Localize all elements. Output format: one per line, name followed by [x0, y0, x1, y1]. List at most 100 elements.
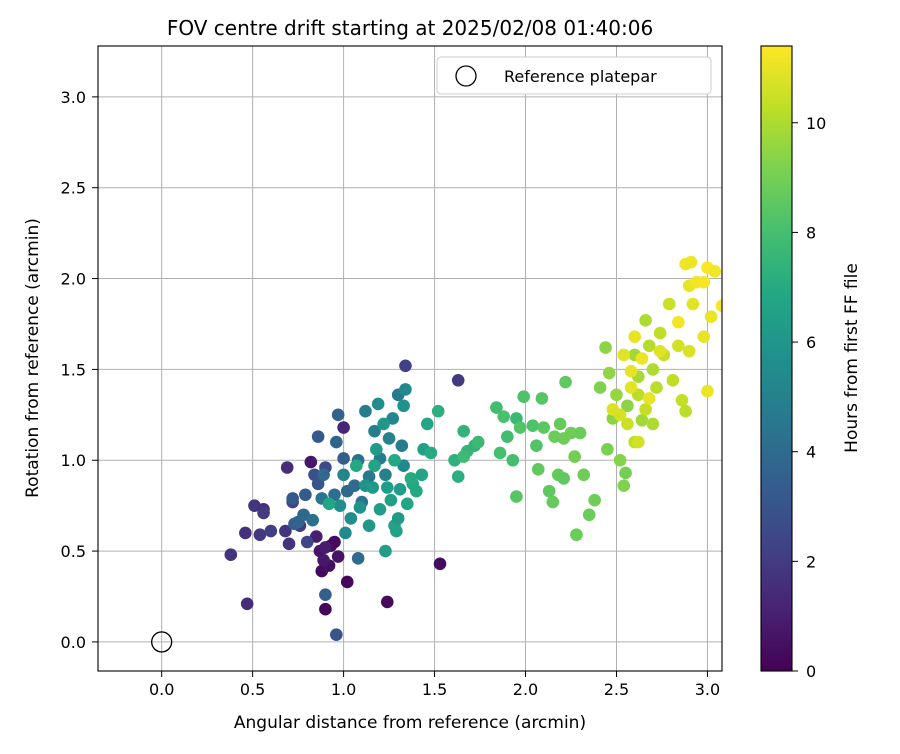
data-point [420, 417, 434, 431]
data-point [646, 363, 660, 376]
data-point [471, 435, 485, 449]
x-axis-label: Angular distance from reference (arcmin) [234, 713, 586, 733]
data-point [379, 468, 392, 482]
colorbar-label: Hours from first FF file [842, 263, 862, 453]
plot-background [98, 46, 722, 671]
data-point [672, 315, 685, 329]
data-point [304, 455, 318, 469]
y-tick-label: 0.5 [61, 542, 86, 561]
data-point [577, 468, 591, 482]
data-point [646, 417, 660, 431]
data-point [546, 495, 560, 509]
data-point [282, 537, 296, 551]
data-point [593, 381, 607, 394]
data-point [632, 435, 645, 449]
y-tick-label: 0.0 [61, 633, 86, 652]
data-point [679, 404, 692, 418]
data-point [433, 557, 447, 571]
colorbar-gradient [761, 46, 792, 671]
data-point [530, 439, 543, 453]
data-point [240, 597, 254, 611]
data-point [330, 628, 343, 641]
data-point [675, 393, 689, 407]
data-point [337, 421, 350, 434]
data-point [415, 468, 429, 482]
data-point [501, 430, 514, 443]
data-point [424, 446, 438, 460]
data-point [353, 501, 367, 514]
data-point [306, 513, 319, 527]
data-point [624, 364, 638, 378]
data-point [366, 481, 380, 494]
data-point [701, 384, 714, 398]
data-point [331, 550, 345, 563]
data-point [350, 459, 363, 472]
x-tick-label: 0.5 [240, 680, 265, 699]
data-point [239, 526, 252, 540]
data-point [397, 399, 410, 413]
data-point [330, 435, 343, 449]
data-point [337, 468, 350, 482]
data-point [564, 426, 578, 440]
legend-marker-icon [455, 65, 477, 87]
data-point [264, 524, 278, 538]
plot-area [97, 45, 723, 672]
data-point [317, 553, 330, 567]
colorbar-tick-label: 10 [806, 114, 826, 133]
data-point [322, 497, 336, 511]
data-point [386, 412, 400, 425]
data-point [339, 526, 352, 540]
y-tick-label: 1.5 [61, 360, 86, 379]
data-point [333, 499, 347, 512]
data-point [399, 383, 412, 396]
data-point [553, 417, 567, 431]
legend: Reference platepar [436, 56, 712, 95]
colorbar-tick-label: 0 [806, 662, 816, 681]
data-point [371, 397, 385, 411]
x-tick-label: 3.0 [695, 680, 720, 699]
data-point [642, 339, 656, 353]
data-point [404, 472, 418, 485]
y-tick-label: 3.0 [61, 88, 86, 107]
data-point [368, 459, 381, 472]
data-point [682, 344, 696, 358]
data-point [610, 388, 623, 402]
data-point [351, 552, 365, 565]
data-point [337, 452, 350, 465]
data-point [570, 528, 583, 542]
y-axis-label: Rotation from reference (arcmin) [23, 218, 43, 498]
data-point [621, 417, 634, 431]
data-point [666, 374, 680, 387]
data-point [317, 468, 330, 482]
data-point [393, 483, 407, 496]
data-point [397, 459, 410, 472]
data-point [451, 470, 465, 483]
data-point [650, 381, 663, 394]
data-point [635, 413, 649, 427]
data-point [506, 453, 520, 467]
data-point [653, 326, 667, 340]
data-point [399, 359, 412, 373]
data-point [653, 344, 667, 358]
data-point [513, 421, 527, 434]
data-point [384, 493, 398, 507]
data-point [531, 463, 545, 476]
colorbar-ticks: 0 2 4 6 8 10 [792, 114, 826, 681]
x-axis-ticks: 0.0 0.5 1.0 1.5 2.0 2.5 3.0 [149, 671, 720, 699]
data-point [311, 430, 325, 443]
x-tick-label: 1.0 [331, 680, 356, 699]
data-point [557, 472, 571, 485]
data-point [457, 450, 470, 463]
y-tick-label: 2.5 [61, 179, 86, 198]
data-point [490, 401, 503, 414]
data-point [613, 453, 627, 467]
colorbar-tick-label: 2 [806, 552, 816, 571]
data-point [370, 443, 383, 456]
data-point [395, 439, 409, 453]
data-point [224, 548, 238, 562]
data-point [359, 404, 372, 418]
data-point [310, 530, 323, 543]
data-point [601, 443, 614, 456]
data-point [299, 488, 312, 502]
reference-point-marker [151, 631, 173, 653]
